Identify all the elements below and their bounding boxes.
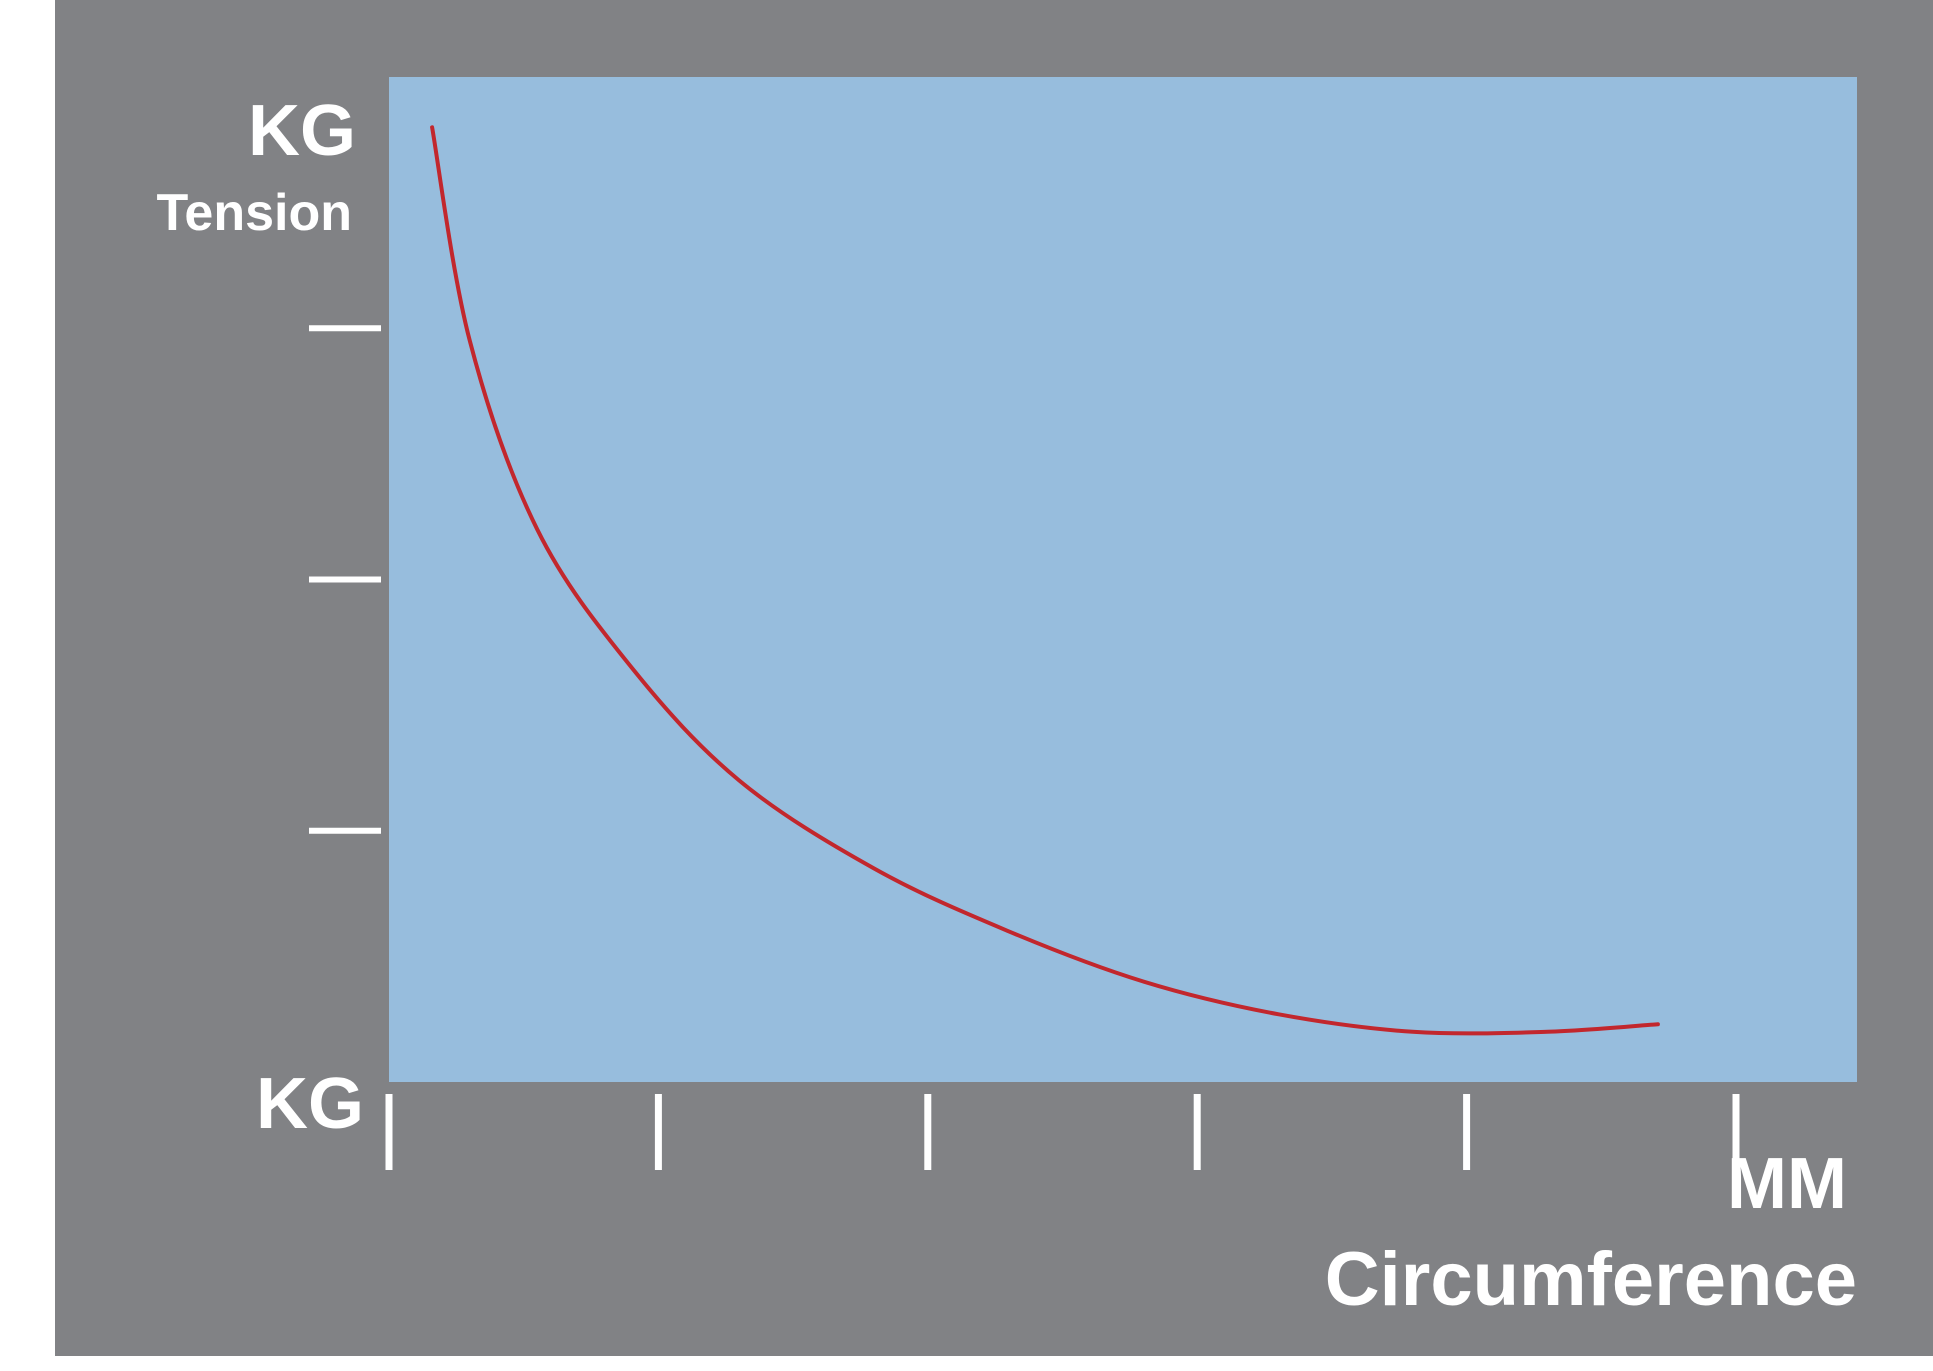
x-axis-label: Circumference [1325,1237,1857,1322]
y-axis-unit-top: KG [248,91,356,171]
series-curve [430,125,1660,1036]
plot-area [389,77,1857,1082]
y-axis-unit-bottom: KG [256,1064,364,1144]
y-axis-ticks [309,325,381,834]
x-axis-ticks [385,1094,1740,1170]
x-axis-unit: MM [1727,1144,1847,1224]
y-axis-label: Tension [157,184,352,242]
